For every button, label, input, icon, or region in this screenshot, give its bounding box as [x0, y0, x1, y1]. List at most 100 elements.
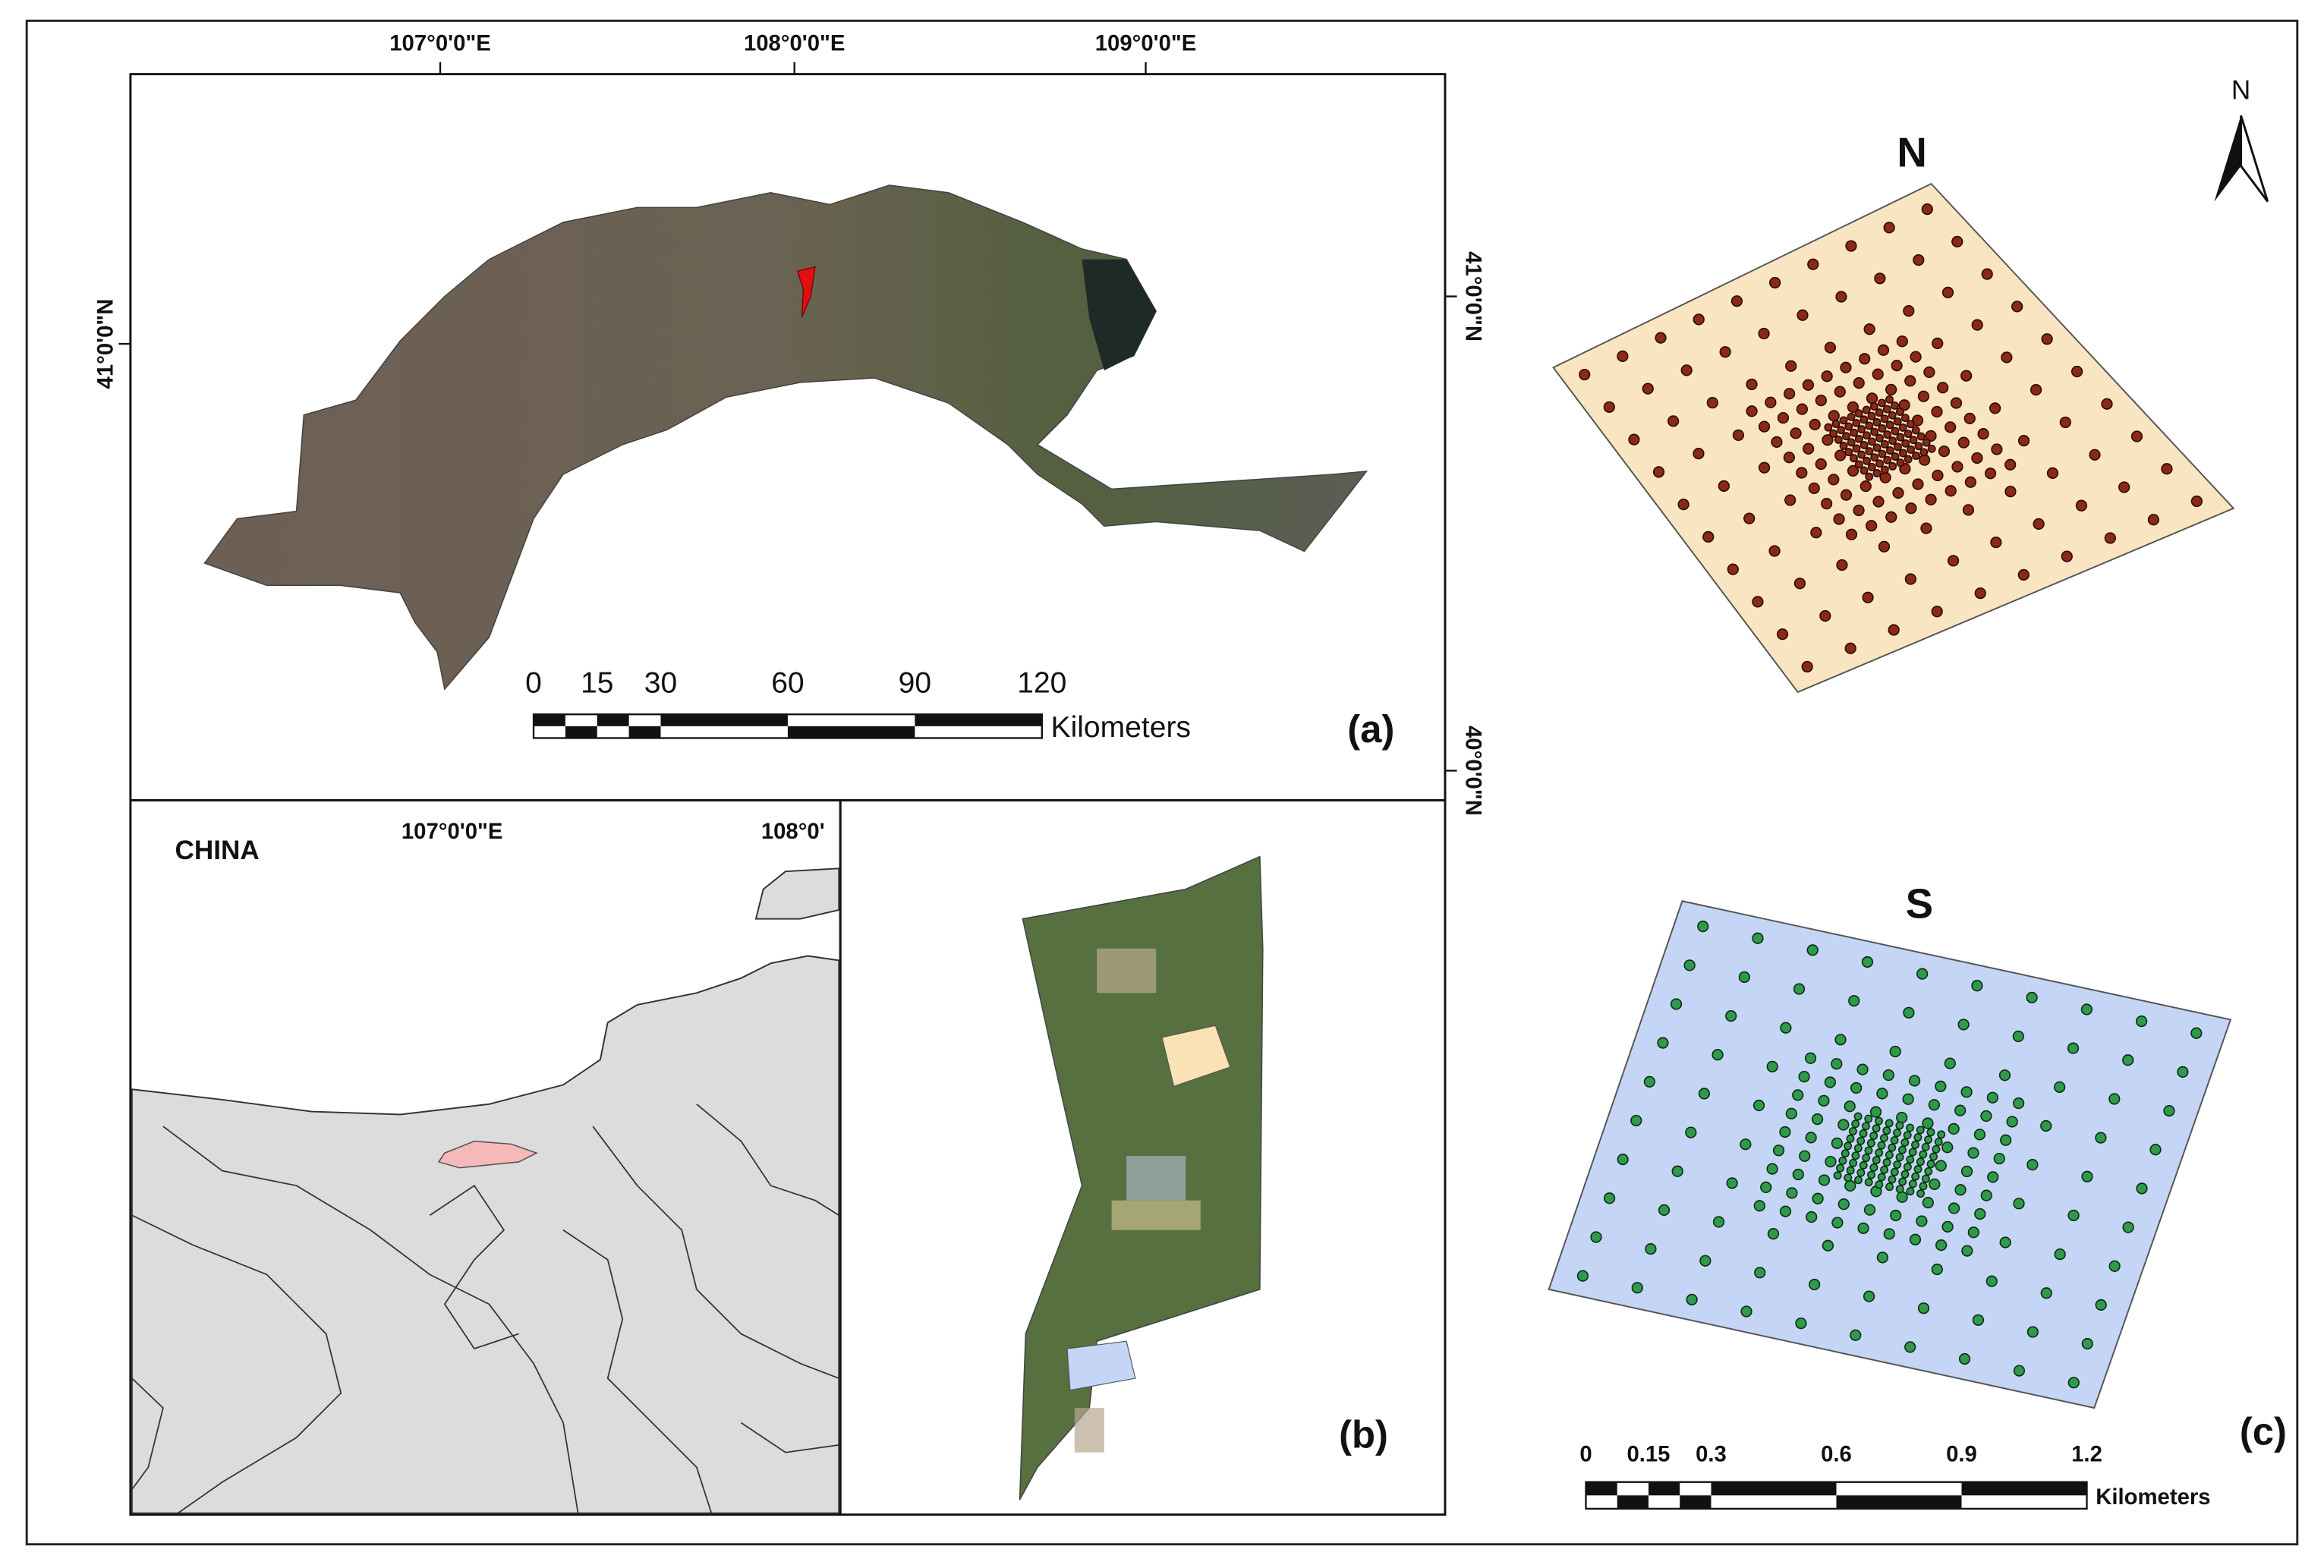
sample-point: [1683, 959, 1696, 971]
sample-point: [1758, 461, 1771, 474]
sample-point: [1980, 1189, 1992, 1201]
sample-point: [2135, 1015, 2148, 1028]
sample-point: [1895, 1153, 1904, 1162]
sample-point: [1872, 469, 1882, 477]
scale-label: 0.15: [1626, 1441, 1670, 1466]
sample-point: [2026, 1326, 2039, 1338]
sample-point: [2011, 301, 2023, 313]
sample-point: [1865, 472, 1874, 481]
sample-point: [1877, 344, 1890, 356]
sample-point: [1693, 313, 1705, 326]
sample-point: [1896, 458, 1905, 468]
boundary: [131, 1378, 164, 1491]
sample-point: [1852, 418, 1861, 427]
province-map: [131, 955, 840, 1514]
sample-point: [1833, 513, 1845, 525]
scale-segment: [915, 714, 1042, 726]
sample-point: [2075, 499, 2088, 512]
sample-point: [1885, 1119, 1894, 1128]
sample-point: [2013, 1097, 2025, 1110]
sample-point: [1758, 327, 1770, 340]
sample-point: [1909, 1233, 1922, 1245]
sample-point: [1754, 1267, 1766, 1279]
sample-point: [1914, 442, 1923, 451]
graticule-ticks: [118, 62, 1457, 772]
boundary: [429, 1184, 519, 1350]
sample-point: [2013, 1198, 2025, 1210]
sample-point: [1872, 1124, 1881, 1133]
boundary: [562, 1230, 713, 1514]
sample-point: [1848, 1127, 1857, 1136]
sample-point: [1603, 401, 1615, 413]
sample-point: [1888, 1175, 1897, 1184]
sample-point: [1954, 1184, 1967, 1196]
sample-point: [1941, 1141, 1954, 1154]
scale-label: 15: [581, 666, 613, 699]
panel-label: (c): [2240, 1410, 2287, 1453]
sample-point: [1849, 1158, 1858, 1167]
sample-point: [1857, 450, 1866, 459]
sample-point: [1642, 383, 1654, 395]
sample-point: [2054, 1081, 2066, 1093]
sample-point: [1847, 412, 1856, 421]
sample-point: [1852, 444, 1861, 453]
sample-point: [1784, 494, 1797, 506]
sample-point: [2000, 1134, 2012, 1146]
sample-point: [1859, 1129, 1868, 1138]
scale-segment: [1586, 1481, 1617, 1496]
sample-point: [1839, 416, 1848, 425]
sample-point: [1783, 452, 1795, 464]
sample-point: [2046, 467, 2059, 480]
sample-point: [2017, 568, 2030, 581]
sample-point: [1686, 1293, 1698, 1305]
scale-segment: [1836, 1495, 1962, 1509]
sample-point: [1941, 286, 1954, 298]
sample-point: [2071, 365, 2083, 378]
sample-point: [1862, 405, 1871, 414]
province-map: [754, 867, 840, 920]
sample-point: [2026, 1159, 2039, 1171]
sample-point: [1980, 1110, 1992, 1122]
sample-point: [1963, 412, 1976, 424]
sample-point: [1866, 520, 1878, 532]
sample-point: [2006, 1116, 2018, 1128]
sample-point: [1870, 453, 1879, 462]
sample-point: [1893, 1129, 1901, 1138]
sample-point: [1630, 1114, 1642, 1127]
sample-point: [2081, 1170, 2093, 1182]
scale-bar: 0 15 30 60 90 120 Kilometers: [525, 666, 1191, 744]
sample-point: [1888, 1143, 1897, 1152]
sample-point: [1989, 402, 2001, 414]
north-arrow: [2240, 115, 2269, 203]
scale-label: 120: [1017, 666, 1066, 699]
sample-point: [1818, 1174, 1831, 1186]
sample-point: [1967, 1147, 1979, 1159]
longitude-label: 107°0'0"E: [402, 819, 503, 844]
sample-point: [1856, 1168, 1866, 1177]
sample-point: [1890, 401, 1899, 410]
sample-point: [1867, 462, 1876, 471]
sample-point: [1828, 410, 1840, 422]
sample-point: [2059, 416, 2071, 429]
sample-point: [2136, 1182, 2148, 1195]
sample-point: [1974, 587, 1986, 600]
sample-points: [1576, 921, 2203, 1389]
panel-label: (b): [1339, 1413, 1388, 1456]
sample-point: [1860, 415, 1869, 424]
sample-point: [1916, 968, 1929, 980]
sample-point: [2004, 486, 2017, 498]
sample-point: [1932, 469, 1944, 482]
sample-point: [1844, 642, 1856, 654]
sample-point: [1937, 382, 1949, 394]
sample-point: [1903, 1006, 1915, 1019]
sample-point: [1848, 995, 1860, 1007]
sample-point: [1885, 446, 1894, 455]
sample-point: [1888, 624, 1900, 636]
sample-point: [1882, 1158, 1891, 1167]
sample-point: [1888, 436, 1897, 446]
sample-point: [2130, 430, 2143, 442]
sample-point: [1900, 1138, 1910, 1147]
sample-point: [1890, 1167, 1899, 1176]
sample-point: [1926, 1160, 1935, 1169]
sample-point: [1795, 1317, 1807, 1330]
